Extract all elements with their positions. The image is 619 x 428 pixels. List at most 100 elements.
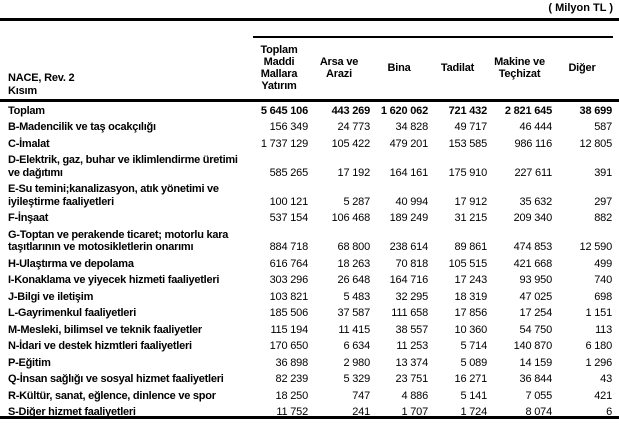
row-label: J-Bilgi ve iletişim [8, 290, 94, 303]
row-label: L-Gayrimenkul faaliyetleri [8, 307, 136, 319]
row-label: S-Diğer hizmet faaliyetleri [8, 406, 136, 418]
cell-value: 5 483 [343, 290, 370, 303]
cell-value: 1 151 [585, 307, 612, 319]
cell-value: 103 821 [269, 290, 309, 303]
column-header: Makine ve Teçhizat [494, 56, 545, 80]
column-header: Bina [387, 62, 411, 74]
cell-value: 227 611 [514, 166, 552, 179]
cell-value: 89 861 [454, 241, 488, 253]
column-header: Tadilat [440, 62, 475, 74]
cell-value: 884 718 [269, 241, 309, 253]
cell-value: 616 764 [269, 257, 309, 270]
cell-value: 32 295 [395, 290, 429, 303]
cell-value: 70 818 [395, 257, 429, 270]
table-row: I-Konaklama ve yiyecek hizmeti faaliyetl… [0, 272, 612, 289]
top-rule [0, 18, 619, 21]
cell-value: 740 [594, 274, 612, 286]
column-header: Toplam Maddi Mallara Yatırım [260, 44, 298, 92]
cell-value: 17 192 [337, 166, 371, 179]
cell-value: 2 821 645 [504, 104, 552, 117]
cell-value: 1 707 [401, 406, 428, 418]
table-row: S-Diğer hizmet faaliyetleri 11 752 241 1 70… [0, 404, 612, 421]
column-header: Diğer [568, 62, 596, 74]
cell-value: 6 [606, 406, 612, 418]
cell-value: 38 557 [395, 323, 429, 336]
cell-value: 297 [594, 195, 612, 208]
cell-value: 5 089 [460, 356, 487, 369]
unit-label: ( Milyon TL ) [548, 2, 613, 14]
cell-value: 40 994 [395, 195, 429, 208]
cell-value: 100 121 [269, 195, 309, 208]
table-row: P-Eğitim 36 898 2 980 13 374 5 089 14 159 1 29… [0, 355, 612, 372]
cell-value: 303 296 [269, 274, 309, 286]
table-row: D-Elektrik, gaz, buhar ve iklimlendirme … [0, 152, 612, 181]
cell-value: 17 912 [454, 195, 488, 208]
row-label: C-İmalat [8, 137, 50, 150]
row-dimension-header-line2: Kısım [8, 85, 37, 97]
cell-value: 747 [352, 389, 370, 402]
cell-value: 17 856 [454, 307, 488, 319]
cell-value: 17 243 [454, 274, 488, 286]
cell-value: 93 950 [519, 274, 553, 286]
cell-value: 1 737 129 [260, 137, 308, 150]
cell-value: 238 614 [389, 241, 429, 253]
cell-value: 11 253 [396, 340, 428, 352]
cell-value: 68 800 [337, 241, 371, 253]
row-label: G-Toptan ve perakende ticaret; motorlu k… [8, 228, 229, 254]
cell-value: 5 141 [460, 389, 487, 402]
cell-value: 241 [352, 406, 370, 418]
cell-value: 26 648 [337, 274, 371, 286]
cell-value: 585 265 [269, 166, 309, 179]
cell-value: 17 254 [519, 307, 553, 319]
table-row: Q-İnsan sağlığı ve sosyal hizmet faaliye… [0, 371, 612, 388]
cell-value: 10 360 [454, 323, 488, 336]
row-label: D-Elektrik, gaz, buhar ve iklimlendirme … [8, 154, 238, 179]
cell-value: 43 [600, 373, 612, 385]
cell-value: 499 [594, 257, 612, 270]
cell-value: 185 506 [269, 307, 309, 319]
column-header-rule [253, 36, 613, 38]
cell-value: 1 620 062 [380, 104, 428, 117]
cell-value: 5 287 [343, 195, 370, 208]
cell-value: 111 658 [391, 307, 428, 319]
cell-value: 170 650 [269, 340, 309, 352]
row-label: P-Eğitim [8, 356, 51, 369]
cell-value: 14 159 [519, 356, 553, 369]
cell-value: 189 249 [389, 212, 429, 224]
table-row: H-Ulaştırma ve depolama 616 764 18 263 70 8… [0, 256, 612, 273]
cell-value: 13 374 [395, 356, 429, 369]
cell-value: 23 751 [395, 373, 429, 385]
cell-value: 113 [595, 323, 612, 336]
table-row: E-Su temini;kanalizasyon, atık yönetimi … [0, 181, 612, 210]
cell-value: 986 116 [514, 137, 552, 150]
row-label: F-İnşaat [8, 212, 49, 224]
cell-value: 16 271 [454, 373, 488, 385]
cell-value: 882 [594, 212, 612, 224]
header-bottom-rule [0, 99, 619, 102]
cell-value: 49 717 [454, 121, 488, 133]
cell-value: 1 296 [585, 356, 612, 369]
cell-value: 115 194 [270, 323, 308, 336]
cell-value: 54 750 [519, 323, 553, 336]
cell-value: 721 432 [448, 104, 488, 117]
cell-value: 18 263 [337, 257, 371, 270]
cell-value: 421 [594, 389, 612, 402]
row-label: Q-İnsan sağlığı ve sosyal hizmet faaliye… [8, 373, 224, 385]
cell-value: 8 074 [525, 406, 552, 418]
cell-value: 105 515 [448, 257, 488, 270]
cell-value: 5 645 106 [260, 104, 308, 117]
cell-value: 36 844 [519, 373, 553, 385]
cell-value: 18 319 [454, 290, 488, 303]
table-row: L-Gayrimenkul faaliyetleri 185 506 37 587 1… [0, 305, 612, 322]
table-row: M-Mesleki, bilimsel ve teknik faaliyetle… [0, 322, 612, 339]
table-row: J-Bilgi ve iletişim 103 821 5 483 32 295 18 … [0, 289, 612, 306]
cell-value: 164 161 [389, 166, 429, 179]
cell-value: 175 910 [448, 166, 488, 179]
cell-value: 6 634 [343, 340, 370, 352]
cell-value: 537 154 [269, 212, 309, 224]
table-row: F-İnşaat 537 154 106 468 189 249 31 215 209 3… [0, 210, 612, 227]
cell-value: 164 716 [389, 274, 429, 286]
cell-value: 1 724 [460, 406, 487, 418]
cell-value: 209 340 [513, 212, 553, 224]
